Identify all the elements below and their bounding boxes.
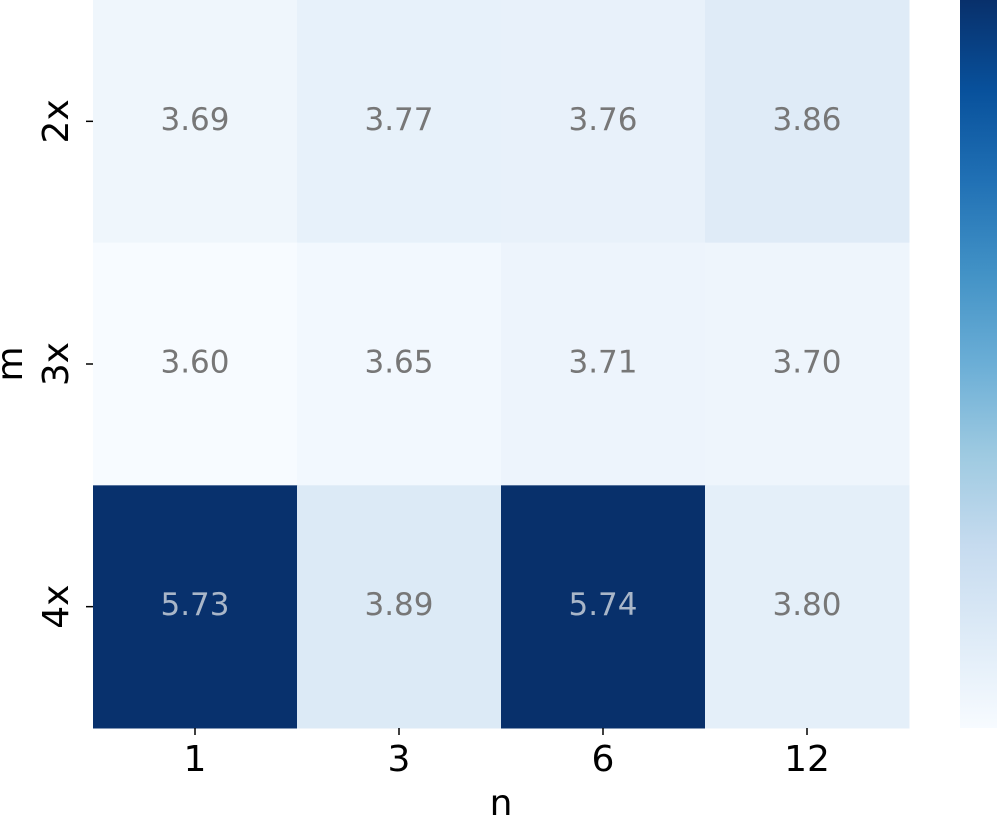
heatmap-cell <box>501 485 706 729</box>
heatmap-cell <box>297 242 502 486</box>
heatmap-cell <box>705 485 910 729</box>
cell-label: 3.86 <box>772 102 841 138</box>
cell-label: 3.60 <box>160 345 229 381</box>
x-tick-label: 6 <box>592 739 615 780</box>
heatmap-cell <box>93 0 298 244</box>
heatmap-cell <box>705 242 910 486</box>
x-tick-label: 3 <box>388 739 411 780</box>
cell-label: 5.74 <box>568 587 637 623</box>
y-tick-label: 2x <box>36 99 77 143</box>
colorbar <box>960 0 997 728</box>
cell-label: 3.80 <box>772 587 841 623</box>
y-axis-label: m <box>0 346 31 381</box>
heatmap-cell <box>93 242 298 486</box>
x-tick-label: 1 <box>184 739 207 780</box>
x-tick-label: 12 <box>784 739 830 780</box>
heatmap-cell <box>705 0 910 244</box>
heatmap-cell <box>297 0 502 244</box>
cell-label: 5.73 <box>160 587 229 623</box>
heatmap-cell <box>501 0 706 244</box>
heatmap-cell <box>501 242 706 486</box>
cell-label: 3.76 <box>568 102 637 138</box>
cell-label: 3.71 <box>568 345 637 381</box>
y-tick-label: 3x <box>36 342 77 386</box>
cell-label: 3.77 <box>364 102 433 138</box>
cell-label: 3.69 <box>160 102 229 138</box>
cell-label: 3.89 <box>364 587 433 623</box>
y-tick-label: 4x <box>36 585 77 629</box>
x-axis-label: n <box>490 783 513 822</box>
cell-label: 3.65 <box>364 345 433 381</box>
heatmap-cell <box>297 485 502 729</box>
heatmap-cell <box>93 485 298 729</box>
cell-label: 3.70 <box>772 345 841 381</box>
